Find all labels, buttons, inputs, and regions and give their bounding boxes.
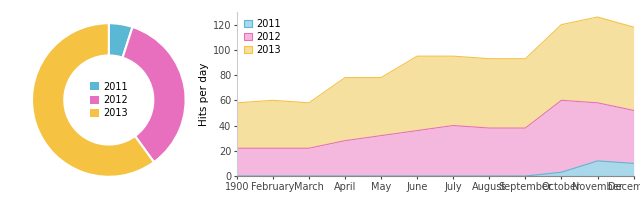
Legend: 2011, 2012, 2013: 2011, 2012, 2013: [86, 79, 131, 121]
Y-axis label: Hits per day: Hits per day: [198, 62, 209, 126]
Legend: 2011, 2012, 2013: 2011, 2012, 2013: [242, 17, 283, 57]
Wedge shape: [32, 23, 154, 177]
Wedge shape: [109, 23, 132, 58]
Wedge shape: [123, 27, 186, 162]
